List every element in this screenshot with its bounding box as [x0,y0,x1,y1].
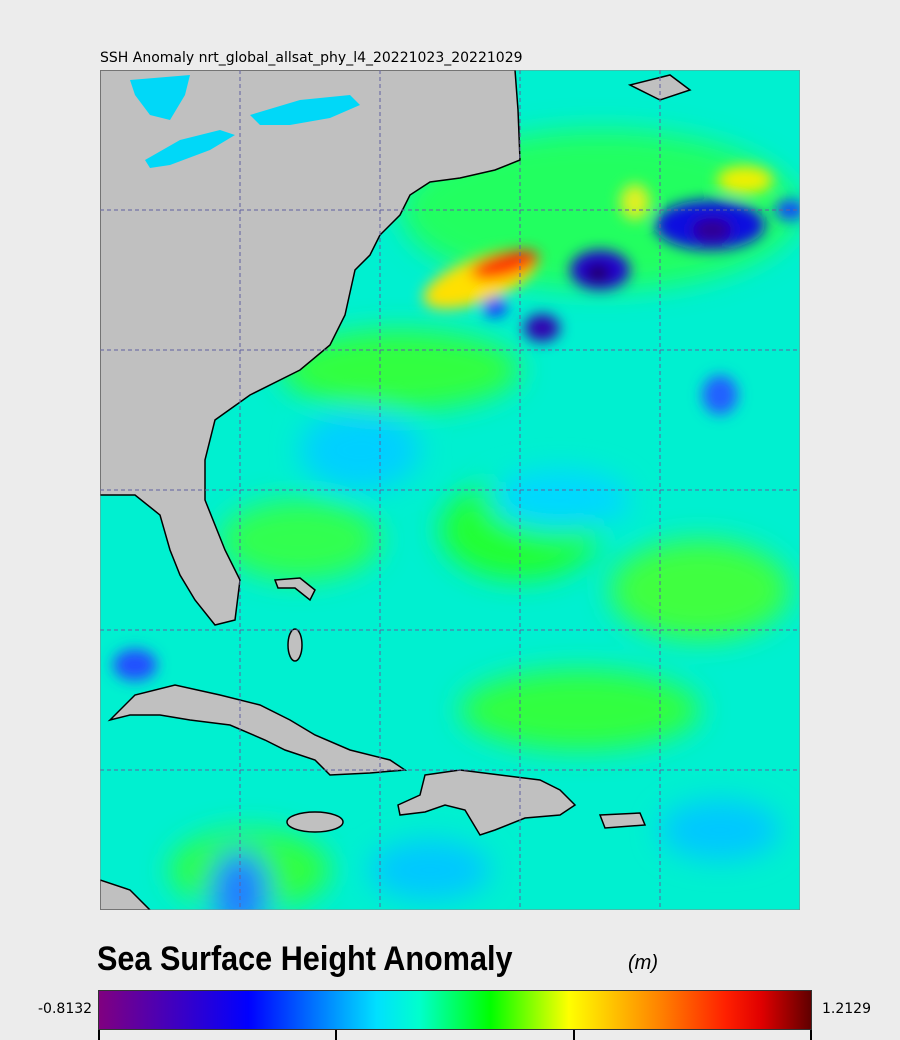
lake-erie [145,130,235,168]
andros-island [287,628,303,662]
lake-huron [130,75,190,120]
map-title: SSH Anomaly nrt_global_allsat_phy_l4_202… [100,50,523,66]
colorbar-tick [98,1030,100,1040]
hispaniola [397,769,577,836]
graticule [100,70,800,910]
jamaica [286,811,344,833]
puerto-rico [598,812,647,829]
lakes [130,75,360,168]
colorbar-max-label: 1.2129 [822,1001,871,1017]
cuba [107,684,408,776]
colorbar-tick [335,1030,337,1040]
lake-ontario [250,95,360,125]
north-america [100,70,521,626]
colorbar-min-label: -0.8132 [38,1001,93,1017]
colorbar-unit: (m) [628,952,658,974]
colorbar-tick [573,1030,575,1040]
colorbar-title: Sea Surface Height Anomaly [97,940,513,978]
ssh-anomaly-map [100,70,800,910]
lower-right-corner [100,879,152,910]
colorbar [98,990,812,1030]
gulf-stream-features [113,166,800,681]
colorbar-tick [810,1030,812,1040]
bahamas [273,577,316,602]
